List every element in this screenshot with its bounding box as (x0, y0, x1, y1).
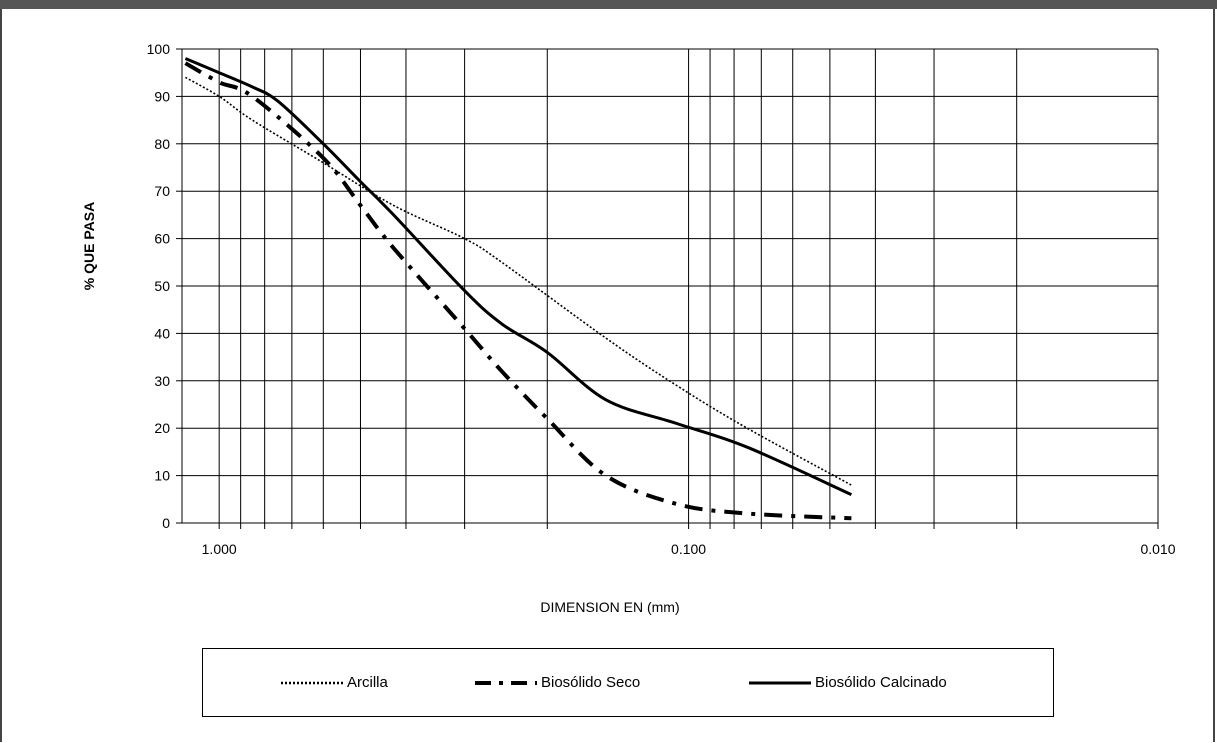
legend-swatch-dash-dot (475, 680, 537, 685)
x-tick-label: 1.000 (202, 541, 237, 557)
y-tick-label: 30 (154, 373, 170, 389)
legend-item-biosolido-calcinado: Biosólido Calcinado (749, 649, 947, 716)
grid-lines (182, 48, 1159, 524)
series-line-arcilla (185, 76, 852, 486)
y-tick-label: 100 (147, 41, 171, 57)
y-tick-label: 40 (154, 325, 170, 341)
series-line-bios-lido-calcinado (184, 57, 853, 496)
y-tick-label: 90 (154, 88, 170, 104)
x-tick-label: 0.100 (671, 541, 706, 557)
y-tick-label: 0 (162, 515, 170, 531)
y-tick-label: 50 (154, 278, 170, 294)
legend-swatch-solid (749, 681, 811, 684)
legend-item-arcilla: Arcilla (281, 649, 388, 716)
series-line-bios-lido-seco (184, 61, 852, 521)
axes (176, 48, 1159, 529)
legend: Arcilla Biosólido Seco Biosólido Calcina… (202, 648, 1054, 717)
x-axis-title: DIMENSION EN (mm) (540, 599, 679, 615)
legend-label-biosolido-calcinado: Biosólido Calcinado (815, 674, 947, 691)
y-tick-label: 20 (154, 420, 170, 436)
legend-item-biosolido-seco: Biosólido Seco (475, 649, 640, 716)
y-tick-label: 70 (154, 183, 170, 199)
legend-swatch-dotted (281, 681, 343, 684)
tick-labels: 0 10 20 30 40 50 60 70 80 90 100 1.000 0.100 0.010 (147, 41, 1176, 557)
y-tick-label: 80 (154, 136, 170, 152)
y-tick-label: 10 (154, 468, 170, 484)
series-lines (184, 57, 853, 521)
figure-caption-bar (0, 0, 1217, 9)
legend-label-biosolido-seco: Biosólido Seco (541, 674, 641, 691)
x-tick-label: 0.010 (1140, 541, 1175, 557)
y-axis-title: % QUE PASA (81, 202, 97, 290)
y-tick-label: 60 (154, 231, 170, 247)
figure-frame (0, 9, 1215, 742)
legend-label-arcilla: Arcilla (347, 674, 388, 691)
